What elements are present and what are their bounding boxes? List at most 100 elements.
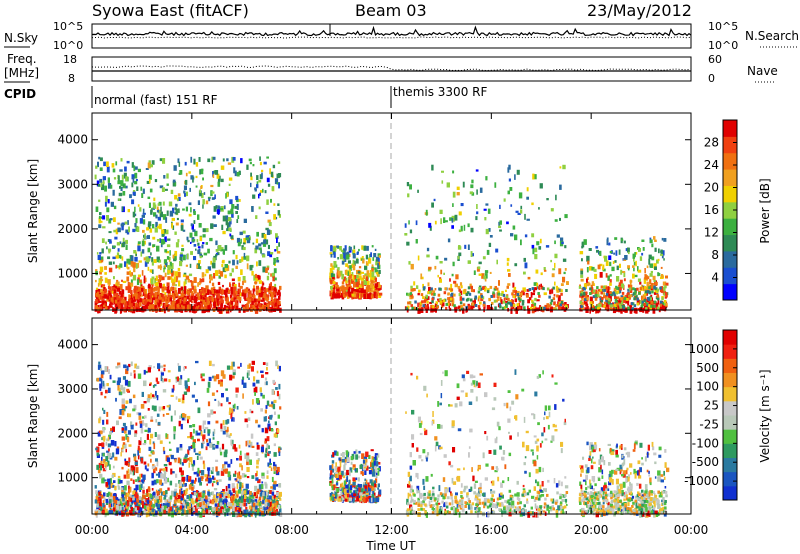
echo-cell [636,297,639,301]
echo-cell [227,217,232,222]
echo-cell [273,443,276,447]
echo-cell [248,377,250,380]
echo-cell [661,254,664,259]
echo-cell [500,299,503,305]
echo-cell [536,299,540,302]
nave-label: Nave [747,64,778,78]
echo-cell [172,225,175,230]
echo-cell [114,441,117,447]
echo-cell [171,293,175,298]
echo-cell [375,272,379,275]
echo-cell [273,268,277,274]
echo-cell [112,426,115,432]
echo-cell [124,485,127,491]
echo-cell [192,239,196,242]
echo-cell [650,270,653,274]
echo-cell [100,464,104,469]
echo-cell [470,298,473,302]
echo-cell [363,245,367,251]
echo-cell [115,448,120,455]
echo-cell [582,286,585,290]
echo-cell [600,285,604,289]
echo-cell [524,262,528,269]
echo-cell [147,223,151,229]
echo-cell [124,493,128,500]
echo-cell [151,488,154,491]
echo-cell [203,192,206,195]
echo-cell [499,305,502,309]
echo-cell [227,289,231,294]
echo-cell [147,394,151,401]
echo-cell [115,296,118,300]
echo-cell [201,373,205,377]
echo-cell [458,229,462,233]
echo-cell [250,441,253,448]
echo-cell [118,192,123,197]
echo-cell [266,443,269,450]
echo-cell [439,209,443,214]
echo-cell [132,190,136,193]
echo-cell [106,453,109,458]
echo-cell [227,463,231,468]
echo-cell [203,302,207,306]
echo-cell [649,273,653,277]
echo-cell [247,288,250,292]
echo-cell [129,295,133,300]
echo-cell [235,211,238,214]
echo-cell [586,276,589,280]
echo-cell [583,292,586,296]
echo-cell [526,218,530,221]
echo-cell [445,306,448,311]
echo-cell [458,245,461,248]
echo-cell [196,239,199,243]
echo-cell [142,212,146,215]
echo-cell [106,419,109,425]
echo-cell [199,266,202,270]
echo-cell [213,375,217,382]
echo-cell [137,204,140,207]
echo-cell [406,241,410,246]
echo-cell [330,286,333,290]
echo-cell [251,293,255,298]
echo-cell [151,278,154,285]
echo-cell [114,504,117,510]
echo-cell [206,297,210,302]
echo-cell [270,467,273,471]
echo-cell [95,305,98,310]
echo-cell [459,290,463,296]
echo-cell [349,246,352,251]
echo-cell [657,273,661,276]
echo-cell [231,305,235,310]
echo-cell [228,260,231,264]
echo-cell [339,270,343,276]
echo-cell [218,286,222,291]
echo-cell [661,250,665,256]
echo-cell [234,170,237,177]
echo-cell [639,287,642,291]
echo-cell [337,257,339,260]
echo-cell [480,298,484,301]
echo-cell [159,496,162,500]
echo-cell [237,215,240,219]
echo-cell [99,498,102,503]
echo-cell [232,157,236,161]
echo-cell [204,474,208,478]
echo-cell [634,252,636,258]
echo-cell [245,483,249,489]
power-colorbar-cell [723,234,737,252]
echo-cell [102,226,106,229]
echo-cell [527,305,529,310]
echo-cell [478,287,481,290]
echo-cell [185,488,189,492]
echo-cell [136,279,140,285]
echo-cell [135,422,138,426]
echo-cell [430,304,433,308]
echo-cell [103,492,106,497]
echo-cell [208,475,211,479]
echo-cell [489,235,493,238]
echo-cell [103,287,106,291]
echo-cell [275,233,278,239]
echo-cell [278,214,281,218]
echo-cell [562,258,567,262]
echo-cell [156,209,160,213]
